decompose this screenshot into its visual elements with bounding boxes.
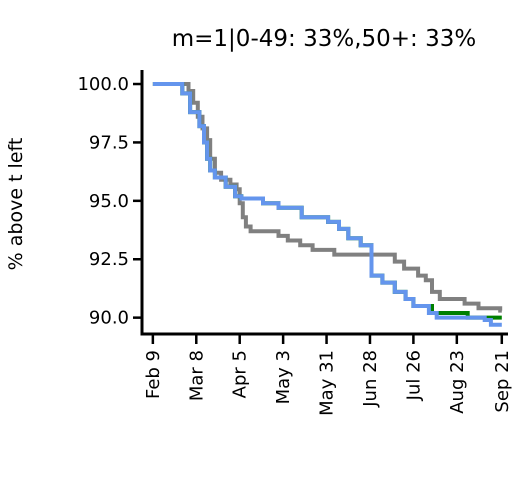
series-layer <box>152 82 503 327</box>
x-tick-label-6: Jun 28 <box>360 350 381 408</box>
y-tick-label-1: 100.0 <box>77 74 129 95</box>
x-tick-label-3: Apr 5 <box>230 350 251 398</box>
y-axis-label: % above t left <box>5 138 27 271</box>
x-tick-label-7: Jul 26 <box>403 350 424 401</box>
axes-layer: 100.0 97.5 95.0 92.5 90.0 Feb 9 Mar 8 Apr 5 May … <box>77 70 513 416</box>
series-line-2 <box>152 82 502 320</box>
y-tick-label-2: 97.5 <box>89 132 129 153</box>
y-tick-label-4: 92.5 <box>89 249 129 270</box>
x-tick-label-1: Feb 9 <box>143 350 164 399</box>
x-tick-label-5: May 31 <box>317 350 338 416</box>
x-tick-label-2: Mar 8 <box>186 350 207 401</box>
series-line-3 <box>152 82 502 327</box>
x-tick-label-9: Sep 21 <box>492 350 513 413</box>
y-tick-label-5: 90.0 <box>89 308 129 329</box>
x-tick-label-8: Aug 23 <box>447 350 468 414</box>
x-tick-label-4: May 3 <box>273 350 294 404</box>
chart-title: m=1|0-49: 33%,50+: 33% <box>172 26 476 52</box>
y-tick-label-3: 95.0 <box>89 191 129 212</box>
series-line-1 <box>152 82 503 313</box>
